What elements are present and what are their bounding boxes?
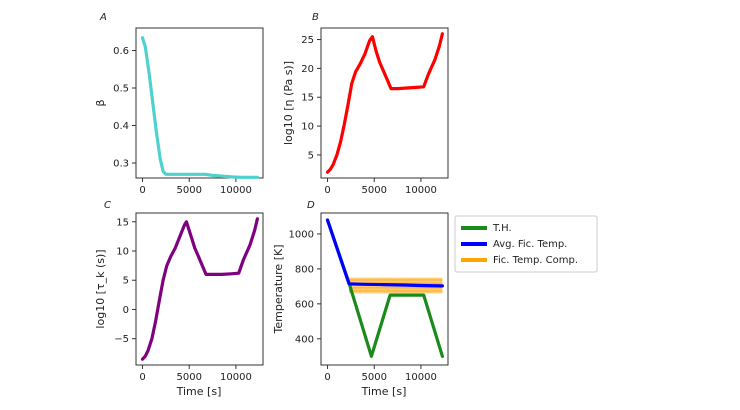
panel-a-xtick-label: 0	[139, 185, 145, 196]
legend-label-fic-temp-comp: Fic. Temp. Comp.	[493, 255, 578, 266]
panel-d-frame	[320, 212, 449, 366]
panel-d-ylabel: Temperature [K]	[272, 245, 285, 335]
panel-d-letter: D	[307, 200, 315, 211]
panel-c-xtick-label: 10000	[220, 372, 252, 383]
panel-c-marks: 0 5000 10000 −5 0 5 10 15	[114, 217, 259, 383]
panel-d-ytick-label: 1000	[289, 229, 314, 240]
panel-c: C log10 [τ_k (s)] Time [s] 0 5000 10000−50…	[94, 200, 264, 398]
legend-box	[454, 215, 598, 273]
legend-label-avg-fic-temp: Avg. Fic. Temp.	[493, 239, 567, 250]
panel-a-ytick-label: 0.6	[113, 46, 129, 57]
panel-c-ytick-label: 0	[123, 305, 129, 316]
panel-c-ytick-label: −5	[114, 334, 129, 345]
panel-a-ytick-label: 0.5	[113, 84, 129, 95]
panel-c-series-line	[140, 217, 259, 361]
panel-b-ytick-label: 15	[301, 93, 314, 104]
panel-b: B log10 [η (Pa s)] 0 5000 10000 5 10 15 20 25	[282, 12, 449, 196]
panel-a-xtick-label: 10000	[220, 185, 252, 196]
panel-b-ylabel: log10 [η (Pa s)]	[282, 61, 295, 145]
panel-c-ylabel: log10 [τ_k (s)]	[94, 249, 107, 328]
panel-c-frame	[135, 212, 264, 366]
panel-c-letter: C	[104, 200, 111, 211]
panel-d-xtick-label: 10000	[405, 372, 437, 383]
panel-b-ytick-label: 10	[301, 122, 314, 133]
panel-a-ytick-label: 0.3	[113, 159, 129, 170]
panel-a-frame	[135, 27, 264, 179]
panel-d: D Temperature [K] Time [s] 0 5000 10000 400…	[272, 200, 449, 398]
panel-d-ytick-label: 400	[295, 334, 314, 345]
panel-b-xtick-label: 10000	[405, 185, 437, 196]
panel-a-marks: 0 5000 10000 0.3 0.4 0.5 0.6	[113, 36, 259, 196]
panel-a-xtick-label: 5000	[177, 185, 202, 196]
panel-d-marks: 0 5000 10000 400 600 800 1000	[289, 218, 444, 383]
panel-d-ytick-label: 600	[295, 299, 314, 310]
panel-b-series-line	[325, 32, 444, 174]
panel-d-ytick-label: 800	[295, 264, 314, 275]
panel-d-xlabel: Time [s]	[361, 385, 407, 398]
panel-b-ytick-label: 5	[308, 150, 314, 161]
panel-c-xlabel: Time [s]	[176, 385, 222, 398]
legend-label-th: T.H.	[492, 223, 512, 234]
panel-c-xtick-label: 0	[139, 372, 145, 383]
panel-b-xtick-label: 0	[324, 185, 330, 196]
panel-b-ytick-label: 25	[301, 35, 314, 46]
panel-a-ytick-label: 0.4	[113, 121, 129, 132]
panel-b-frame	[320, 27, 449, 179]
panel-c-ytick-label: 15	[116, 217, 129, 228]
panel-b-ytick-label: 20	[301, 64, 314, 75]
panel-a-letter: A	[99, 12, 107, 23]
panel-b-xtick-label: 5000	[362, 185, 387, 196]
panel-b-marks: 0 5000 10000 5 10 15 20 25	[301, 32, 444, 196]
series-avg-fic-temp-line	[325, 218, 444, 288]
panel-b-letter: B	[312, 12, 319, 23]
panel-c-ytick-label: 5	[123, 276, 129, 287]
panel-d-xtick-label: 5000	[362, 372, 387, 383]
legend: T.H. Avg. Fic. Temp. Fic. Temp. Comp.	[454, 215, 598, 273]
panel-c-xtick-label: 5000	[177, 372, 202, 383]
panel-a-ylabel: β	[94, 99, 107, 106]
panel-a: A β 0 5000 10000 0.3 0.4 0.5 0.6	[94, 12, 264, 196]
panel-d-xtick-label: 0	[324, 372, 330, 383]
panel-c-ytick-label: 10	[116, 247, 129, 258]
panel-a-series-line	[140, 36, 259, 179]
